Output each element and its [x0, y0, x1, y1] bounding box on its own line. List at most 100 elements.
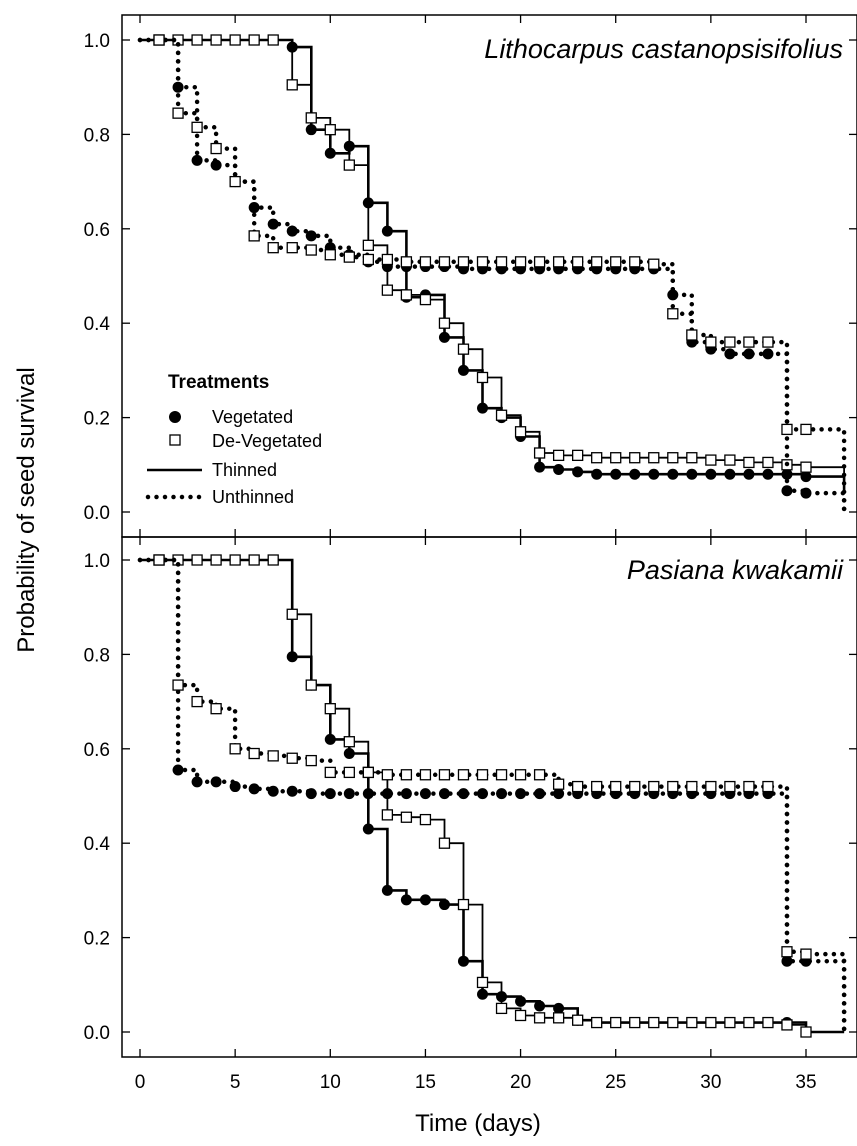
- data-point: [762, 456, 774, 469]
- data-point: [457, 898, 470, 911]
- y-tick-label: 0.0: [84, 503, 110, 524]
- data-point: [477, 988, 489, 1000]
- data-point: [648, 1016, 660, 1029]
- series-line: [140, 558, 845, 1034]
- data-point: [248, 747, 260, 760]
- data-point: [743, 348, 755, 360]
- data-point: [419, 894, 431, 906]
- panel-lithocarpus: Lithocarpus castanopsisifolius 0.0 0.2 0.4…: [84, 14, 857, 538]
- data-point: [724, 780, 736, 793]
- x-tick-label: 15: [415, 1072, 436, 1093]
- y-tick-label: 0.2: [84, 929, 110, 950]
- data-point: [800, 471, 812, 483]
- data-point: [629, 452, 641, 464]
- data-point: [667, 452, 679, 464]
- y-tick-label: 0.6: [84, 740, 110, 761]
- data-point: [743, 336, 755, 348]
- data-point: [229, 554, 241, 566]
- data-point: [305, 230, 317, 242]
- legend-unthinned-label: Unthinned: [212, 487, 294, 507]
- legend-thinned-label: Thinned: [212, 460, 277, 480]
- data-point: [705, 336, 717, 348]
- data-point: [305, 754, 317, 767]
- data-point: [305, 112, 317, 124]
- data-point: [457, 769, 470, 781]
- data-point: [705, 468, 717, 480]
- data-point: [438, 788, 450, 800]
- data-point: [667, 468, 679, 480]
- data-point: [743, 456, 755, 469]
- data-point: [286, 651, 298, 663]
- y-tick-label: 0.0: [84, 1023, 110, 1044]
- data-point: [496, 788, 508, 800]
- data-point: [533, 256, 546, 268]
- data-point: [324, 766, 336, 779]
- data-point: [438, 837, 451, 849]
- data-point: [743, 780, 755, 793]
- data-point: [629, 1016, 641, 1029]
- data-point: [229, 781, 241, 793]
- x-tick-label: 35: [795, 1072, 816, 1093]
- data-point: [438, 769, 451, 781]
- x-tick-label: 5: [230, 1072, 241, 1093]
- data-point: [514, 426, 527, 438]
- data-point: [762, 780, 774, 793]
- data-point: [457, 955, 469, 967]
- data-point: [191, 34, 203, 46]
- data-point: [400, 811, 413, 823]
- data-point: [438, 317, 451, 329]
- data-point: [362, 788, 374, 800]
- data-point: [686, 780, 698, 793]
- data-point: [343, 748, 355, 760]
- data-point: [534, 1000, 546, 1012]
- data-point: [552, 449, 565, 462]
- data-point: [210, 142, 222, 155]
- data-point: [438, 899, 450, 911]
- data-point: [324, 124, 336, 136]
- data-point: [762, 348, 774, 360]
- series-de-vegetated-thinned: [140, 34, 845, 486]
- data-point: [286, 608, 298, 620]
- data-point: [324, 147, 336, 159]
- data-point: [191, 695, 203, 708]
- series-de-vegetated-unthinned: [137, 34, 847, 515]
- data-point: [210, 776, 222, 788]
- data-point: [781, 946, 793, 958]
- legend-title: Treatments: [168, 372, 269, 393]
- data-point: [438, 256, 451, 268]
- series-line: [140, 39, 845, 486]
- data-point: [552, 1012, 565, 1024]
- data-point: [572, 256, 584, 268]
- data-point: [191, 154, 203, 166]
- series-line: [137, 37, 847, 515]
- data-point: [534, 788, 546, 800]
- data-point: [762, 1016, 774, 1029]
- data-point: [553, 788, 565, 800]
- data-point: [381, 809, 394, 821]
- data-point: [477, 788, 489, 800]
- data-point: [781, 1019, 793, 1031]
- data-point: [572, 466, 584, 478]
- data-point: [381, 284, 394, 296]
- x-tick-label: 30: [700, 1072, 721, 1093]
- data-point: [781, 955, 793, 967]
- data-point: [324, 703, 336, 715]
- data-point: [800, 948, 812, 960]
- data-point: [648, 468, 660, 480]
- data-point: [267, 785, 279, 797]
- data-point: [533, 1012, 546, 1024]
- data-point: [286, 225, 298, 237]
- data-point: [629, 468, 641, 480]
- data-point: [381, 788, 393, 800]
- data-point: [533, 447, 546, 459]
- data-point: [324, 788, 336, 800]
- data-point: [476, 769, 489, 781]
- data-point: [514, 256, 527, 268]
- data-point: [172, 107, 184, 119]
- data-point: [229, 175, 241, 188]
- data-point: [743, 468, 755, 480]
- data-point: [400, 289, 413, 301]
- data-point: [362, 766, 374, 779]
- data-point: [724, 1016, 736, 1029]
- data-point: [267, 554, 279, 566]
